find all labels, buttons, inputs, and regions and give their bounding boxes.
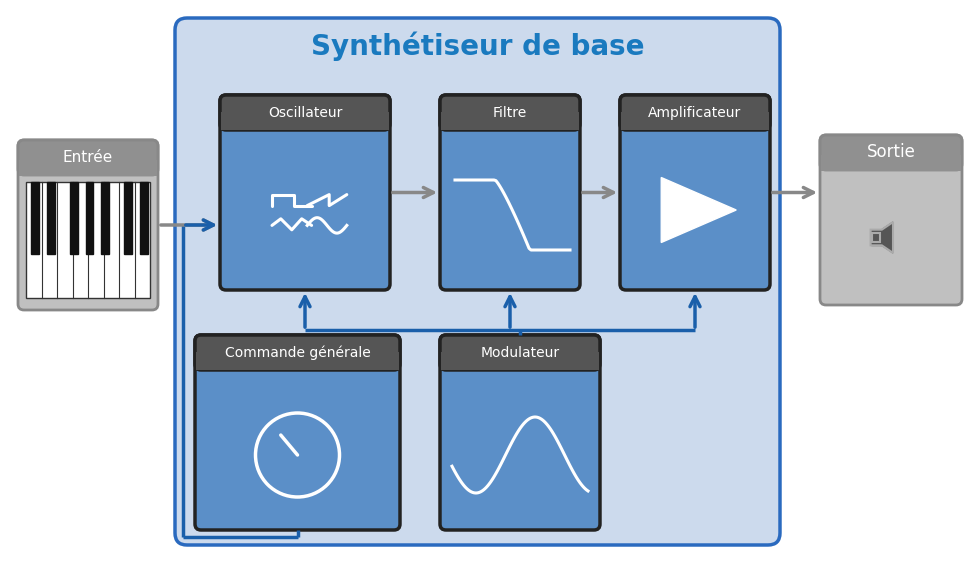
Polygon shape [881, 222, 893, 253]
Text: Filtre: Filtre [493, 105, 527, 119]
Text: Commande générale: Commande générale [224, 345, 370, 360]
Bar [31, 182, 39, 254]
FancyBboxPatch shape [620, 95, 770, 130]
Bar [26, 182, 150, 298]
FancyBboxPatch shape [820, 135, 962, 170]
Bar [102, 182, 109, 254]
Bar [441, 352, 599, 370]
Text: Oscillateur: Oscillateur [267, 105, 343, 119]
Bar [86, 182, 94, 254]
FancyBboxPatch shape [18, 140, 158, 175]
Text: Modulateur: Modulateur [480, 345, 559, 360]
FancyBboxPatch shape [195, 335, 400, 530]
FancyBboxPatch shape [620, 95, 770, 290]
Text: Synthétiseur de base: Synthétiseur de base [310, 31, 644, 61]
Bar [441, 112, 579, 130]
FancyBboxPatch shape [18, 140, 158, 310]
Text: Entrée: Entrée [62, 150, 113, 164]
Bar [70, 182, 78, 254]
Bar [124, 182, 132, 254]
Bar [47, 182, 55, 254]
FancyBboxPatch shape [175, 18, 780, 545]
Text: Sortie: Sortie [867, 143, 915, 161]
FancyBboxPatch shape [440, 335, 600, 530]
Polygon shape [871, 230, 881, 245]
FancyBboxPatch shape [820, 135, 962, 305]
FancyBboxPatch shape [220, 95, 390, 130]
Bar [872, 233, 880, 242]
FancyBboxPatch shape [440, 95, 580, 130]
Bar [821, 155, 961, 171]
Polygon shape [662, 178, 736, 242]
FancyBboxPatch shape [440, 335, 600, 370]
Bar [221, 112, 389, 130]
Bar [621, 112, 769, 130]
Bar [19, 160, 157, 176]
Text: Amplificateur: Amplificateur [648, 105, 742, 119]
FancyBboxPatch shape [195, 335, 400, 370]
Bar [196, 352, 399, 370]
FancyBboxPatch shape [440, 95, 580, 290]
Bar [140, 182, 147, 254]
FancyBboxPatch shape [220, 95, 390, 290]
